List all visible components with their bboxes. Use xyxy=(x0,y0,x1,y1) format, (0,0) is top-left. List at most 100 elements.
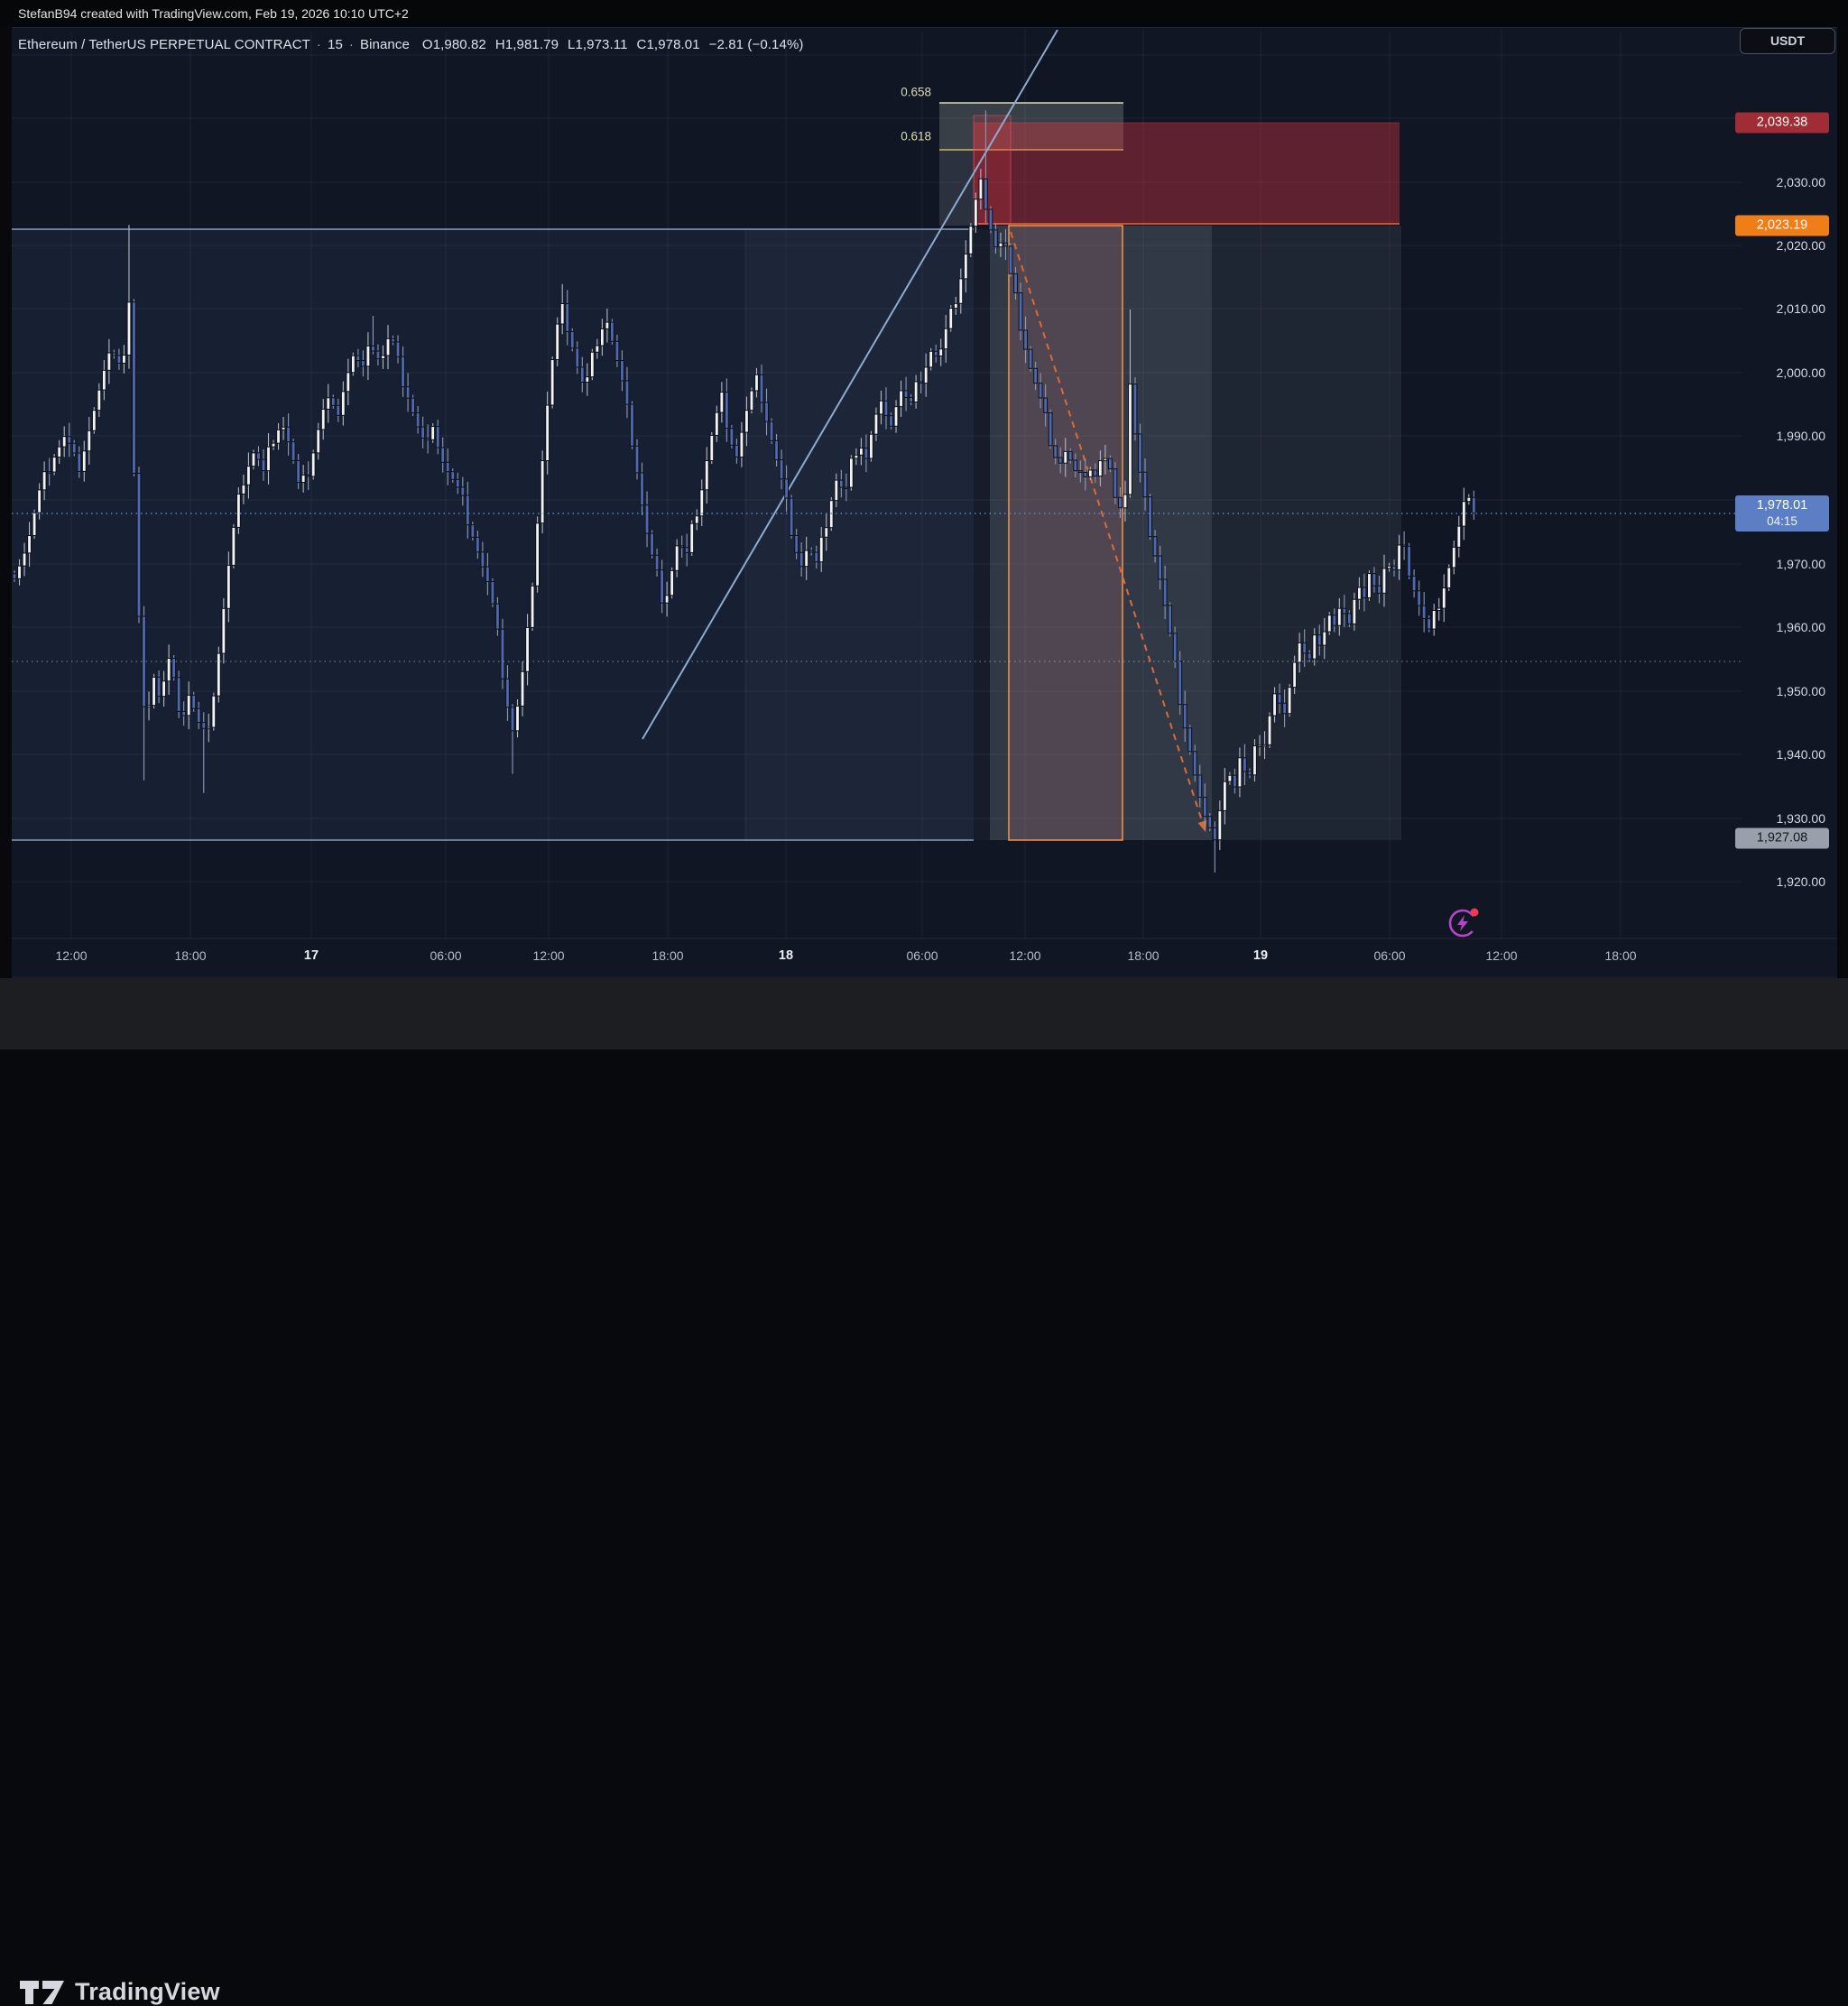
candle-body xyxy=(171,657,177,679)
candle-body xyxy=(1441,587,1446,609)
candle-body xyxy=(320,408,326,430)
candle-body xyxy=(1451,546,1456,569)
entry-red-box xyxy=(973,115,1012,225)
exchange-name[interactable]: Binance xyxy=(360,37,410,52)
time-tick-label: 18:00 xyxy=(651,948,684,963)
candle-body xyxy=(1083,471,1088,477)
candle-body xyxy=(968,226,974,254)
candle-body xyxy=(1292,661,1298,689)
candle-body xyxy=(1456,525,1462,548)
candle-body xyxy=(286,426,291,443)
measure-box-outer xyxy=(990,226,1401,840)
candle-body xyxy=(1192,751,1197,776)
candle-body xyxy=(899,390,903,408)
candle-body xyxy=(1471,496,1476,514)
symbol-name[interactable]: Ethereum / TetherUS PERPETUAL CONTRACT xyxy=(18,37,310,52)
candle-body xyxy=(953,302,958,310)
close-value: C1,978.01 xyxy=(636,37,700,52)
candle-body xyxy=(391,337,395,343)
candle-body xyxy=(500,628,505,679)
candle-body xyxy=(1277,693,1282,704)
candle-body xyxy=(844,486,849,490)
candle-body xyxy=(1267,715,1272,745)
currency-toggle-button[interactable]: USDT xyxy=(1740,28,1835,54)
candle-body xyxy=(794,534,799,553)
candle-body xyxy=(684,547,689,553)
candle-body xyxy=(709,434,715,462)
candle-body xyxy=(848,458,854,488)
tradingview-brand[interactable]: TradingView xyxy=(19,1978,220,2006)
price-tick-label: 2,000.00 xyxy=(1776,365,1826,380)
candle-body xyxy=(300,474,306,484)
candle-body xyxy=(346,372,351,393)
candle-body xyxy=(17,565,22,579)
candle-body xyxy=(1087,469,1093,477)
candle-body xyxy=(1411,575,1417,592)
candle-body xyxy=(998,242,1003,248)
candle-body xyxy=(1302,642,1307,654)
pane-group xyxy=(12,30,1742,938)
candle-body xyxy=(1207,816,1213,828)
candle-body xyxy=(316,429,321,454)
candle-body xyxy=(814,551,819,563)
candle-body xyxy=(634,445,640,474)
price-badge: 2,039.38 xyxy=(1735,112,1829,134)
candle-body xyxy=(620,359,624,382)
candle-body xyxy=(963,253,968,280)
grey-connector xyxy=(939,150,975,226)
candle-body xyxy=(1326,615,1332,633)
candle-body xyxy=(1227,774,1233,782)
candle-body xyxy=(774,439,779,461)
open-value: O1,980.82 xyxy=(421,37,486,52)
candle-body xyxy=(1038,383,1043,399)
candle-body xyxy=(1138,433,1142,473)
candle-body xyxy=(1427,618,1432,630)
candle-body xyxy=(1252,744,1257,776)
high-value: H1,981.79 xyxy=(494,37,559,52)
candle-body xyxy=(879,400,883,415)
candle-body xyxy=(714,411,719,436)
brand-name: TradingView xyxy=(75,1978,220,2005)
symbol-legend[interactable]: Ethereum / TetherUS PERPETUAL CONTRACT · 1… xyxy=(18,37,803,52)
candle-body xyxy=(460,486,466,496)
trend-line xyxy=(642,30,1058,740)
candle-body xyxy=(555,323,560,361)
candle-body xyxy=(152,676,156,707)
interval-value[interactable]: 15 xyxy=(328,37,343,52)
candle-body xyxy=(176,677,181,712)
fib-band xyxy=(939,103,1123,150)
boost-button[interactable] xyxy=(1445,905,1484,945)
candle-body xyxy=(929,350,934,368)
candle-body xyxy=(256,452,261,460)
candle-body xyxy=(744,410,749,433)
candle-body xyxy=(565,303,570,332)
candle-body xyxy=(216,652,221,697)
price-tick-label: 2,020.00 xyxy=(1776,238,1826,253)
low-value: L1,973.11 xyxy=(568,37,628,52)
candle-body xyxy=(405,386,411,399)
candle-body xyxy=(1307,652,1312,660)
price-badge: 1,978.01 04:15 xyxy=(1735,495,1829,532)
candle-body xyxy=(455,478,460,488)
candle-body xyxy=(540,460,545,524)
candle-body xyxy=(1142,471,1148,498)
time-tick-label: 18:00 xyxy=(174,948,207,963)
candle-body xyxy=(1073,459,1078,472)
notification-dot xyxy=(1470,908,1479,917)
candlestick-chart[interactable] xyxy=(0,0,1848,1049)
candle-body xyxy=(1391,565,1397,570)
candle-body xyxy=(535,522,541,587)
candle-body xyxy=(1108,458,1113,470)
candle-body xyxy=(903,390,909,398)
candle-body xyxy=(1446,567,1452,589)
candle-body xyxy=(336,404,341,416)
candle-body xyxy=(142,615,146,707)
candle-body xyxy=(838,479,844,488)
price-tick-label: 1,920.00 xyxy=(1776,874,1826,889)
candle-body xyxy=(1053,445,1058,458)
tradingview-logo-icon xyxy=(20,1980,64,2004)
candle-body xyxy=(1118,496,1123,509)
candle-body xyxy=(310,452,316,477)
chart-pane[interactable] xyxy=(12,27,1837,979)
